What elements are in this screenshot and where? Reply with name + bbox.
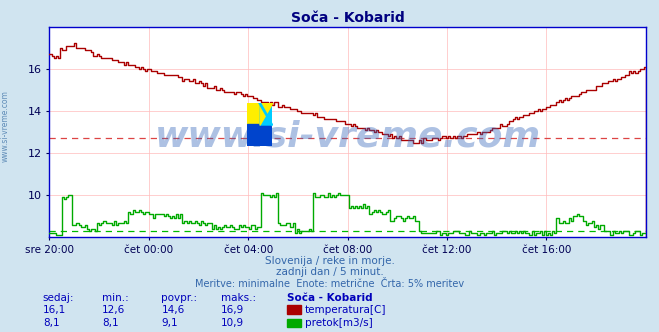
Text: 14,6: 14,6 (161, 305, 185, 315)
Text: zadnji dan / 5 minut.: zadnji dan / 5 minut. (275, 267, 384, 277)
Text: 16,9: 16,9 (221, 305, 244, 315)
Text: temperatura[C]: temperatura[C] (305, 305, 387, 315)
Text: 12,6: 12,6 (102, 305, 125, 315)
Text: maks.:: maks.: (221, 293, 256, 303)
Text: 8,1: 8,1 (43, 318, 59, 328)
Text: pretok[m3/s]: pretok[m3/s] (305, 318, 373, 328)
Text: sedaj:: sedaj: (43, 293, 74, 303)
Text: 10,9: 10,9 (221, 318, 244, 328)
Text: www.si-vreme.com: www.si-vreme.com (155, 119, 540, 153)
Text: 8,1: 8,1 (102, 318, 119, 328)
Text: www.si-vreme.com: www.si-vreme.com (1, 90, 10, 162)
Text: Soča - Kobarid: Soča - Kobarid (287, 293, 372, 303)
Text: Slovenija / reke in morje.: Slovenija / reke in morje. (264, 256, 395, 266)
Text: Meritve: minimalne  Enote: metrične  Črta: 5% meritev: Meritve: minimalne Enote: metrične Črta:… (195, 279, 464, 289)
Bar (247, 124, 272, 146)
Text: povpr.:: povpr.: (161, 293, 198, 303)
Title: Soča - Kobarid: Soča - Kobarid (291, 11, 405, 25)
Text: 9,1: 9,1 (161, 318, 178, 328)
Bar (247, 103, 260, 124)
Text: min.:: min.: (102, 293, 129, 303)
Bar (260, 103, 272, 124)
Text: 16,1: 16,1 (43, 305, 66, 315)
